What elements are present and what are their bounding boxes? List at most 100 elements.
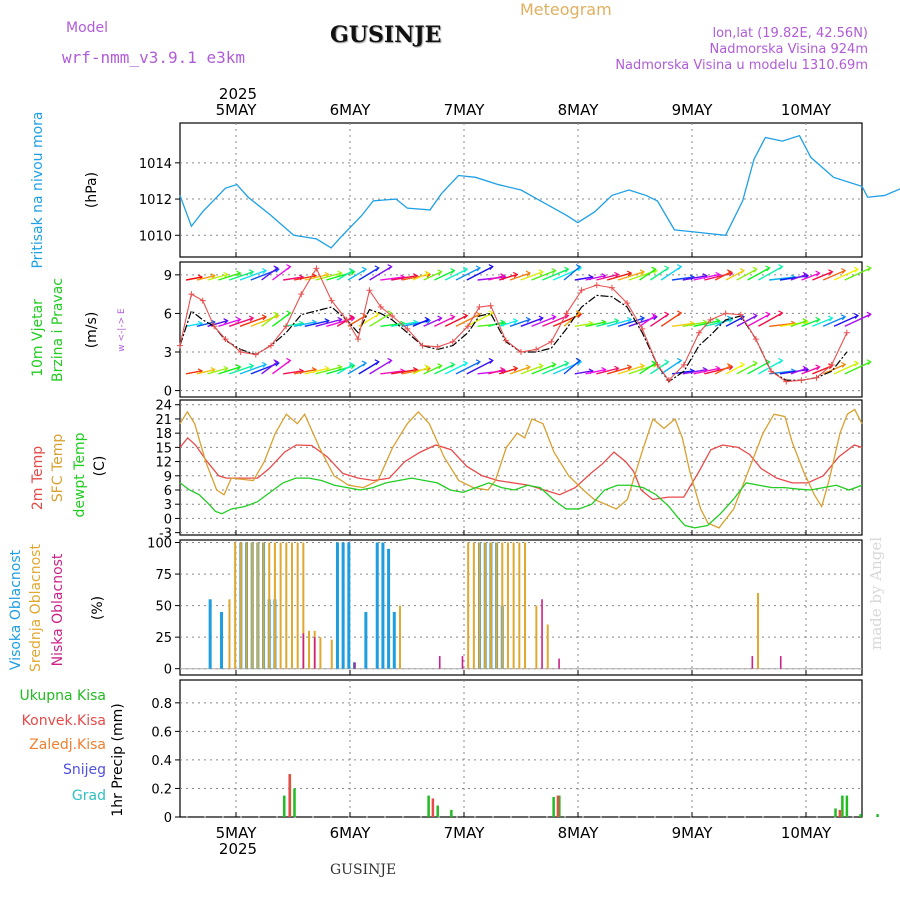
wind-arrow-head [274, 312, 280, 319]
wind-arrow [434, 363, 455, 375]
dewpoint-line [179, 477, 863, 529]
wind-arrow [498, 367, 518, 375]
wind-arrow [358, 267, 380, 281]
wind-arrow-head [337, 364, 343, 371]
cloud-high-bar [220, 611, 224, 669]
wind-arrow [293, 321, 317, 327]
wind-gust-marker [343, 316, 350, 323]
precip-total-bar [845, 795, 849, 817]
y-tick-label: 0.2 [151, 782, 172, 797]
cloud-mid-bar [757, 592, 760, 669]
cloud-mid-bar [251, 542, 254, 669]
wind-arrow [283, 370, 304, 375]
wind-arrow [509, 318, 531, 327]
wind-gust-marker [188, 291, 195, 298]
wind-arrow [747, 313, 770, 327]
wind-gust-marker [211, 323, 218, 330]
wind-arrow-head [538, 269, 544, 276]
precip-conv-bar [431, 798, 435, 817]
wind-arrow [801, 272, 820, 281]
wind-arrow-head [437, 269, 443, 276]
wind-arrow-head [626, 316, 633, 323]
wind-arrow [315, 272, 342, 281]
y-tick-label: 1014 [139, 157, 172, 172]
cloud-mid-bar [478, 542, 481, 669]
location-title: GUSINJE [330, 22, 442, 48]
wind-arrow-head [223, 318, 229, 325]
wind-arrow-head [286, 264, 292, 271]
wind-gust-marker [813, 374, 820, 381]
wind-arrow [412, 366, 430, 375]
wind-arrow-head [374, 265, 380, 272]
cloud-mid-bar [518, 542, 521, 669]
pressure-unit: (hPa) [84, 172, 100, 208]
wind-arrow-head [261, 361, 268, 368]
wind-arrow-head [551, 361, 557, 368]
cloud-mid-bar [484, 542, 487, 669]
wind-gust-marker [737, 311, 744, 318]
wind-arrow-head [475, 311, 482, 318]
wind-arrow-head [551, 267, 557, 274]
wind-arrow-head [424, 364, 430, 371]
wind-arrow [660, 266, 682, 281]
wind-arrow [369, 266, 392, 281]
wind-arrow [844, 267, 872, 281]
pressure-title: Pritisak na nivou mora [30, 111, 46, 268]
precip-total-bar [841, 795, 844, 817]
wind-gust-marker [548, 338, 555, 345]
y-tick-label: 1012 [139, 193, 172, 208]
panel-frame [179, 261, 863, 398]
cloud-mid-bar [472, 542, 475, 669]
cloud-low-bar [461, 656, 464, 669]
wind-arrow-head [350, 363, 356, 370]
y-tick-label: 0 [164, 663, 172, 678]
wind-arrow-head [488, 264, 494, 271]
wind-arrow-head [853, 360, 860, 367]
wind-arrow [596, 367, 619, 375]
cloud-mid-bar [285, 542, 288, 669]
wind-arrow [682, 368, 707, 375]
wind-arrow [769, 322, 796, 327]
wind-gust-marker [783, 378, 790, 385]
wind-arrow [488, 275, 505, 281]
wind-arrow [758, 312, 783, 327]
wind-arrow-head [374, 311, 380, 318]
wind-arrow [790, 273, 808, 281]
wind-arrow [185, 322, 203, 327]
wind-arrow-head [828, 363, 834, 370]
wind-arrow [455, 267, 481, 281]
wind-arrow [822, 363, 846, 375]
y-tick-label: 3 [164, 498, 172, 513]
wind-arrow-head [538, 315, 544, 322]
wind-gust-marker [389, 313, 396, 319]
wind-arrow-head [752, 266, 758, 273]
wind-arrow-head [374, 359, 380, 366]
wind-gust-marker [419, 342, 426, 349]
wind-arrow [207, 367, 228, 375]
wind-arrow [574, 276, 593, 281]
wind-arrow-head [248, 269, 255, 276]
wind-arrow [585, 368, 606, 375]
precip-conv-bar [288, 774, 291, 817]
wind-arrow-head [337, 270, 343, 277]
wind-arrow [671, 276, 695, 281]
y-tick-label: 0 [164, 512, 172, 527]
precip-total-bar [450, 809, 453, 817]
y-tick-label: 21 [155, 413, 172, 428]
wind-arrow-head [626, 364, 633, 371]
wind-gust-marker [608, 284, 615, 291]
wind-arrow-head [273, 311, 279, 318]
wind-arrow-head [248, 315, 255, 322]
wind-arrow-head [726, 363, 733, 370]
wind-arrow-head [802, 318, 808, 325]
wind-arrow-head [576, 311, 583, 318]
wind-arrow-head [778, 357, 784, 364]
temp-2m-title: 2m Temp [30, 446, 46, 510]
wind-arrow-head [450, 267, 456, 274]
wind-arrow-head [387, 264, 393, 271]
cloud-high-bar [392, 611, 396, 669]
cloud-high-bar [208, 599, 212, 669]
wind-arrow [380, 370, 405, 375]
wind-arrow-head [651, 266, 657, 273]
wind-arrow [736, 268, 758, 281]
